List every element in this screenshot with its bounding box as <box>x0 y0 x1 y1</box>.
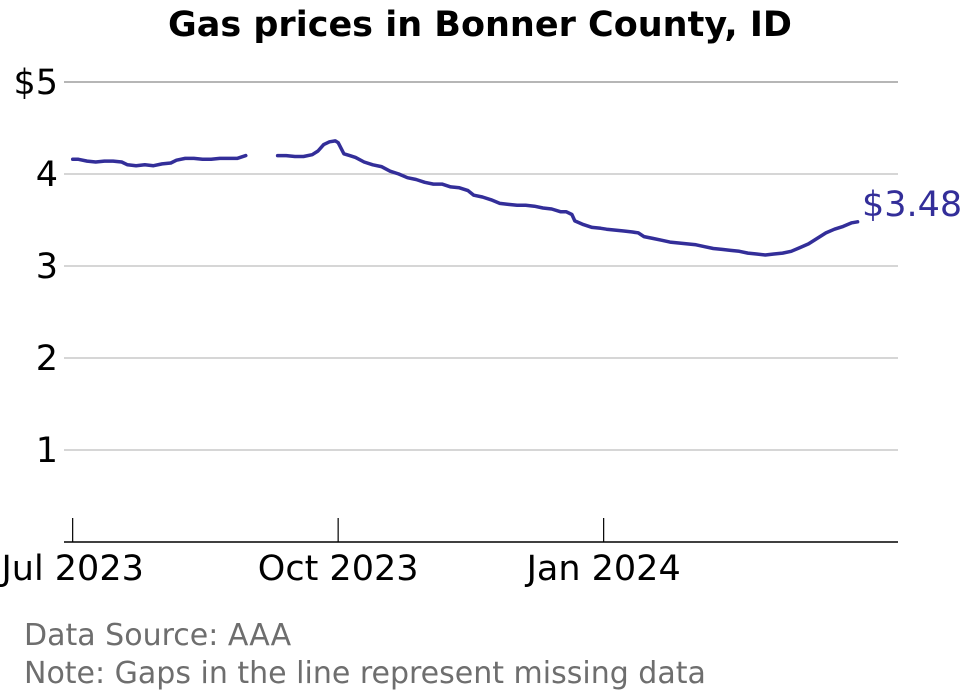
y-tick-label: 2 <box>36 339 58 379</box>
gridlines <box>64 81 898 451</box>
x-tick-label: Oct 2023 <box>258 549 419 589</box>
y-tick-label: 4 <box>36 155 58 195</box>
x-axis-ticks: Jul 2023 Oct 2023 Jan 2024 <box>0 518 681 589</box>
x-tick-label: Jul 2023 <box>0 549 144 589</box>
y-tick-label: 3 <box>36 247 58 287</box>
x-tick-label: Jan 2024 <box>525 549 681 589</box>
missing-data-note: Note: Gaps in the line represent missing… <box>24 656 706 691</box>
latest-price-label: $3.48 <box>862 185 962 225</box>
y-axis-ticks: $5 4 3 2 1 <box>13 63 58 471</box>
y-tick-label: 1 <box>36 431 58 471</box>
y-tick-label: $5 <box>13 63 58 103</box>
data-source-note: Data Source: AAA <box>24 618 292 653</box>
chart-title: Gas prices in Bonner County, ID <box>168 5 792 45</box>
price-series <box>70 139 860 257</box>
price-line-segment <box>70 153 248 168</box>
price-line-segment <box>275 139 860 257</box>
